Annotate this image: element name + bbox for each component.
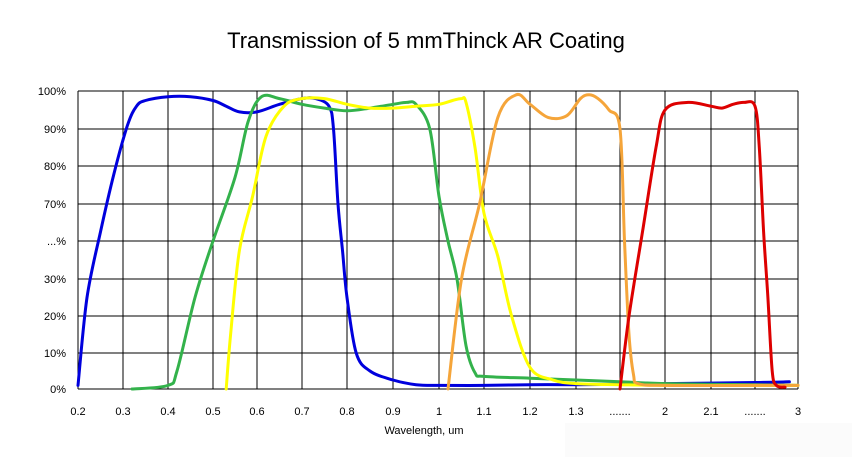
x-tick-label: 0.4	[160, 406, 175, 418]
y-tick-label: 0%	[50, 384, 66, 396]
y-tick-label: 20%	[44, 311, 66, 323]
series-layer	[76, 92, 800, 391]
x-tick-label: 2	[662, 406, 668, 418]
tick-layer: 0.2 0.3 0.4 0.5 0.6 0.7 0.8 0.9 1 1.1 1.2 1.3......…	[38, 86, 801, 418]
series-line-4	[618, 100, 787, 391]
y-tick-label: 30%	[44, 274, 66, 286]
x-tick-label: 0.8	[339, 406, 354, 418]
chart-title: Transmission of 5 mmThinck AR Coating	[227, 28, 625, 53]
series-line-1	[130, 93, 800, 391]
x-tick-label: 1.1	[476, 406, 491, 418]
x-tick-label: .......	[744, 406, 765, 418]
x-tick-label: 0.2	[70, 406, 85, 418]
y-tick-label: ...%	[47, 236, 66, 248]
x-tick-label: 3	[795, 406, 801, 418]
x-axis-label: Wavelength, um	[384, 425, 463, 437]
x-tick-label: 1	[436, 406, 442, 418]
y-tick-label: 80%	[44, 161, 66, 173]
series-line-0	[76, 94, 791, 387]
bottom-right-highlight	[565, 423, 852, 457]
x-tick-label: 0.5	[205, 406, 220, 418]
y-tick-label: 10%	[44, 348, 66, 360]
y-tick-label: 70%	[44, 199, 66, 211]
x-tick-label: 0.3	[115, 406, 130, 418]
x-tick-label: .......	[609, 406, 630, 418]
x-tick-label: 1.3	[568, 406, 583, 418]
y-tick-label: 90%	[44, 124, 66, 136]
x-tick-label: 0.7	[294, 406, 309, 418]
grid-layer	[77, 90, 799, 390]
series-line-3	[446, 92, 800, 391]
x-tick-label: 1.2	[522, 406, 537, 418]
y-tick-label: 100%	[38, 86, 66, 98]
series-line-2	[224, 96, 800, 391]
x-tick-label: 0.6	[249, 406, 264, 418]
x-tick-label: 2.1	[703, 406, 718, 418]
x-tick-label: 0.9	[385, 406, 400, 418]
